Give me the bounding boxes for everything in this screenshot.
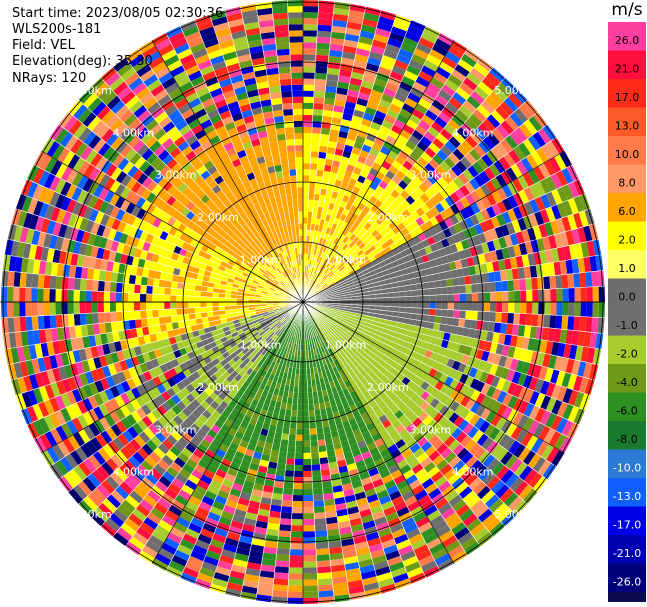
colorbar-tick-label: -10.0 bbox=[613, 462, 641, 475]
range-ring-label: 3.00km bbox=[410, 423, 452, 436]
colorbar-tick-label: 17.0 bbox=[615, 91, 640, 104]
azimuth-spoke bbox=[302, 40, 455, 303]
range-ring-label: 4.00km bbox=[452, 466, 494, 479]
colorbar-swatch bbox=[608, 221, 646, 251]
colorbar-swatch bbox=[608, 421, 646, 450]
colorbar-swatch bbox=[608, 563, 646, 593]
colorbar-tick-label: -4.0 bbox=[616, 376, 637, 389]
colorbar-swatch bbox=[608, 136, 646, 165]
colorbar-swatch bbox=[608, 506, 646, 536]
colorbar-swatch bbox=[608, 22, 646, 51]
colorbar-tick-label: -1.0 bbox=[616, 319, 637, 332]
range-ring-label: 3.00km bbox=[155, 169, 197, 182]
radar-ppi-plot: 1.00km 1.00km 1.00km 1.00km 2.00km 2.00km 2.00… bbox=[0, 0, 605, 604]
range-ring-label: 4.00km bbox=[452, 126, 494, 139]
range-ring-label: 2.00km bbox=[367, 211, 409, 224]
colorbar-tick-label: -13.0 bbox=[613, 490, 641, 503]
colorbar-unit: m/s bbox=[611, 0, 643, 20]
colorbar-tick-label: 0.0 bbox=[618, 291, 636, 304]
range-ring-label: 1.00km bbox=[325, 338, 367, 351]
range-ring-label: 5.00km bbox=[494, 84, 536, 97]
range-ring-label: 1.00km bbox=[240, 254, 282, 267]
colorbar-tick-label: -8.0 bbox=[616, 433, 637, 446]
colorbar-swatch bbox=[608, 592, 646, 602]
colorbar-tick-label: -26.0 bbox=[613, 576, 641, 589]
colorbar-swatch bbox=[608, 478, 646, 507]
azimuth-spoke bbox=[151, 40, 304, 303]
azimuth-spoke bbox=[151, 301, 304, 564]
elevation-label: Elevation(deg): 35.30 bbox=[12, 54, 153, 69]
colorbar-swatch bbox=[608, 164, 646, 194]
range-ring-label: 3.00km bbox=[410, 169, 452, 182]
range-ring-label: 2.00km bbox=[197, 381, 239, 394]
azimuth-spoke bbox=[302, 301, 455, 564]
colorbar-swatch bbox=[608, 193, 646, 222]
range-ring-label: 3.00km bbox=[155, 423, 197, 436]
site-label: WLS200s-181 bbox=[12, 22, 102, 37]
range-ring-label: 2.00km bbox=[367, 381, 409, 394]
range-ring-labels: 1.00km 1.00km 1.00km 1.00km 2.00km 2.00km 2.00… bbox=[70, 84, 536, 521]
range-ring-label: 5.00km bbox=[70, 508, 112, 521]
range-ring-label: 2.00km bbox=[197, 211, 239, 224]
range-ring-label: 5.00km bbox=[494, 508, 536, 521]
range-ring-label: 1.00km bbox=[240, 338, 282, 351]
colorbar-swatch bbox=[608, 364, 646, 393]
colorbar-swatch bbox=[608, 335, 646, 365]
colorbar-swatch bbox=[608, 449, 646, 479]
azimuth-spoke bbox=[41, 150, 304, 303]
colorbar-tick-label: -21.0 bbox=[613, 547, 641, 560]
colorbar-swatch bbox=[608, 307, 646, 336]
azimuth-spokes bbox=[0, 0, 605, 604]
colorbar-tick-label: 2.0 bbox=[618, 234, 636, 247]
colorbar-swatch bbox=[608, 250, 646, 279]
velocity-colorbar: 26.0 21.0 17.0 13.0 10.0 8.0 6.0 2.0 1.0 0.0 -1.0 -… bbox=[608, 22, 646, 602]
colorbar-tick-label: 26.0 bbox=[615, 34, 640, 47]
colorbar-tick-label: -6.0 bbox=[616, 405, 637, 418]
colorbar-tick-label: 10.0 bbox=[615, 148, 640, 161]
range-ring-label: 4.00km bbox=[113, 466, 155, 479]
colorbar-swatch bbox=[608, 392, 646, 422]
range-ring-label: 1.00km bbox=[325, 254, 367, 267]
colorbar-tick-label: 8.0 bbox=[618, 177, 636, 190]
azimuth-spoke bbox=[302, 301, 565, 454]
range-ring-label: 5.00km bbox=[70, 84, 112, 97]
colorbar-tick-label: -17.0 bbox=[613, 519, 641, 532]
colorbar-tick-label: 6.0 bbox=[618, 205, 636, 218]
colorbar-tick-label: 21.0 bbox=[615, 63, 640, 76]
field-label: Field: VEL bbox=[12, 38, 75, 53]
colorbar-tick-label: -2.0 bbox=[616, 348, 637, 361]
colorbar-swatch bbox=[608, 278, 646, 308]
colorbar-tick-label: 13.0 bbox=[615, 120, 640, 133]
colorbar-swatch bbox=[608, 50, 646, 80]
azimuth-spoke bbox=[41, 301, 304, 454]
start-time-label: Start time: 2023/08/05 02:30:36 bbox=[12, 6, 224, 21]
colorbar-swatch bbox=[608, 535, 646, 564]
range-ring-label: 4.00km bbox=[113, 126, 155, 139]
colorbar-swatch bbox=[608, 107, 646, 137]
nrays-label: NRays: 120 bbox=[12, 71, 87, 86]
colorbar-swatch bbox=[608, 79, 646, 108]
colorbar-tick-label: 1.0 bbox=[618, 262, 636, 275]
azimuth-spoke bbox=[302, 150, 565, 303]
